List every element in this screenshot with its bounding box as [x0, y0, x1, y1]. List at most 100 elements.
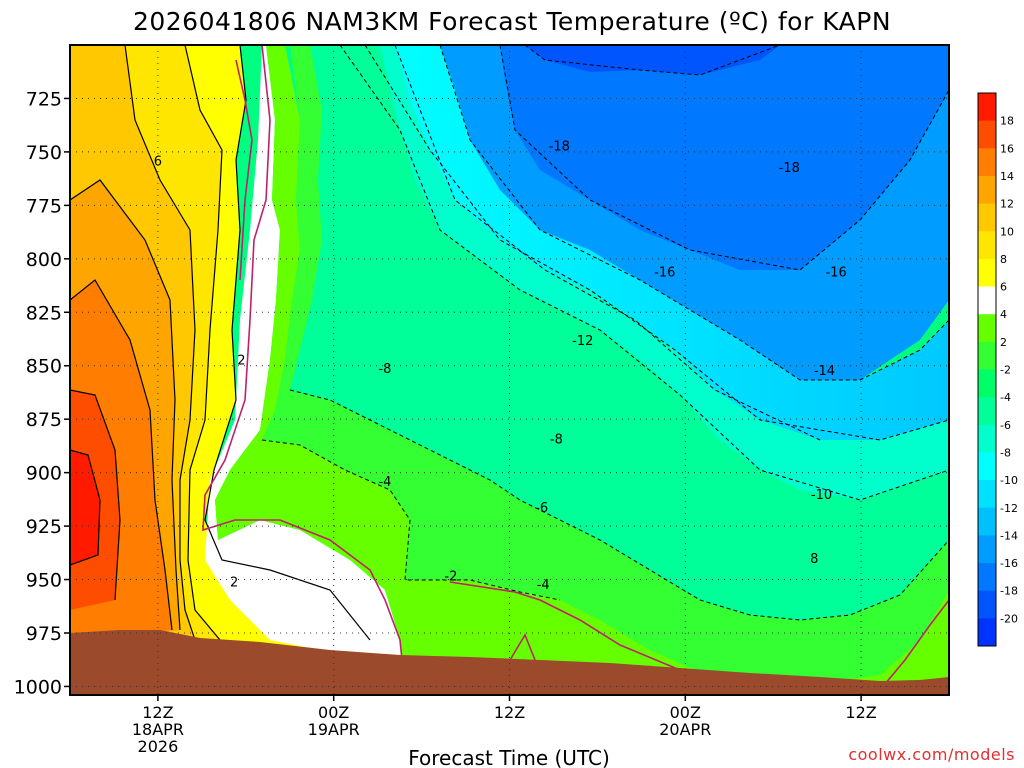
contour-minus14 [439, 45, 949, 381]
contour-minus6 [289, 389, 949, 621]
chart-title: 2026041806 NAM3KM Forecast Temperature (… [133, 7, 891, 36]
contour-minus16 [499, 45, 949, 271]
contour-10 [70, 179, 181, 631]
colorbar-label: -12 [1000, 502, 1018, 515]
grid-lines [70, 45, 949, 695]
contour-label: -14 [814, 364, 835, 379]
contour-label: -10 [811, 488, 832, 503]
band-white-transition [205, 45, 402, 662]
y-tick-label: 750 [26, 142, 62, 164]
contour-minus8 [339, 45, 949, 501]
solid-contours [70, 45, 371, 641]
colorbar-swatch [978, 618, 996, 647]
zero-contour-main [202, 45, 403, 661]
contour-label: 2 [237, 353, 245, 368]
colorbar-swatch [978, 314, 996, 343]
contour-12 [70, 279, 173, 631]
contour-label: -4 [537, 578, 550, 593]
x-tick-label: 00Z [318, 703, 349, 722]
contour-minus12 [394, 45, 821, 441]
y-tick-label: 950 [26, 570, 62, 592]
colorbar-swatch [978, 286, 996, 315]
dashed-contours [261, 45, 949, 621]
contour-6 [184, 45, 223, 641]
y-tick-label: 1000 [14, 676, 62, 698]
watermark: coolwx.com/models [848, 745, 1015, 764]
colorbar-frame [977, 92, 997, 647]
colorbar-swatch [978, 369, 996, 398]
colorbar-label: 12 [1000, 198, 1014, 211]
contour-label: 2 [230, 576, 238, 591]
contour-label: 6 [154, 154, 162, 169]
band-green [262, 45, 949, 680]
band-blue-deep [525, 45, 780, 75]
contour-label: -16 [654, 266, 675, 281]
y-tick-label: 875 [26, 409, 62, 431]
colorbar-swatch [978, 452, 996, 481]
contour-label: -18 [549, 139, 570, 154]
band-lime [70, 45, 949, 695]
y-tick-label: 975 [26, 623, 62, 645]
colorbar-label: 18 [1000, 115, 1014, 128]
colorbar-label: -4 [1000, 391, 1011, 404]
x-tick-label: 12Z [845, 703, 876, 722]
colorbar-swatch [978, 590, 996, 619]
colorbar: 18 16 14 12 10 8 6 4 2 -2 -4 -6 -8 -10 -12 -14 -16 -18 -20 [977, 92, 1018, 647]
contour-label: -2 [444, 569, 457, 584]
colorbar-swatch [978, 397, 996, 426]
contour-labels: 6 2 2 -8 -4 -2 -6 -4 -8 -12 -18 -16 -18 -16 -14 -10 8 [154, 139, 847, 592]
band-blue [500, 45, 949, 270]
x-tick-label: 20APR [659, 720, 711, 739]
band-spring-green [290, 45, 949, 620]
colorbar-swatch [978, 203, 996, 232]
contour-label: -12 [572, 334, 593, 349]
x-axis-label: Forecast Time (UTC) [408, 746, 610, 768]
y-tick-label: 850 [26, 356, 62, 378]
y-tick-label: 725 [26, 88, 62, 110]
y-tick-label: 900 [26, 463, 62, 485]
colorbar-label: -16 [1000, 557, 1018, 570]
colorbar-label: 14 [1000, 170, 1014, 183]
contour-14 [70, 389, 121, 601]
contour-label: -6 [535, 501, 548, 516]
x-tick-label: 2026 [138, 737, 179, 756]
colorbar-swatch [978, 341, 996, 370]
contour-label: -4 [378, 475, 391, 490]
x-tick-label: 18APR [132, 720, 184, 739]
band-aqua [365, 45, 949, 500]
colorbar-swatch [978, 424, 996, 453]
colorbar-swatch [978, 480, 996, 509]
colorbar-label: 2 [1000, 336, 1007, 349]
y-tick-label: 925 [26, 516, 62, 538]
zero-contours [202, 45, 949, 691]
colorbar-swatch [978, 120, 996, 149]
zero-contour-upper [235, 59, 253, 281]
zero-contour-notch [509, 633, 536, 661]
colorbar-label: -8 [1000, 446, 1011, 459]
band-red [70, 450, 100, 565]
colorbar-swatch [978, 535, 996, 564]
x-tick-label: 12Z [142, 703, 173, 722]
zero-contour-lower [449, 581, 681, 671]
colorbar-label: -2 [1000, 364, 1011, 377]
contour-8 [124, 45, 196, 641]
contour-minus4 [261, 439, 561, 601]
colorbar-label: -6 [1000, 419, 1011, 432]
colorbar-swatch [978, 258, 996, 288]
x-tick-label: 12Z [494, 703, 525, 722]
colorbar-label: 6 [1000, 281, 1007, 294]
terrain-surface [70, 630, 949, 695]
colorbar-label: -20 [1000, 612, 1018, 625]
contour-label: -16 [826, 266, 847, 281]
colorbar-label: 4 [1000, 308, 1007, 321]
colorbar-label: 16 [1000, 142, 1014, 155]
contour-4 [204, 45, 371, 641]
colorbar-swatch [978, 175, 996, 205]
colorbar-label: -18 [1000, 585, 1018, 598]
colorbar-swatch [978, 148, 996, 177]
colorbar-swatch [978, 563, 996, 592]
x-tick-label: 19APR [308, 720, 360, 739]
y-tick-label: 775 [26, 195, 62, 217]
